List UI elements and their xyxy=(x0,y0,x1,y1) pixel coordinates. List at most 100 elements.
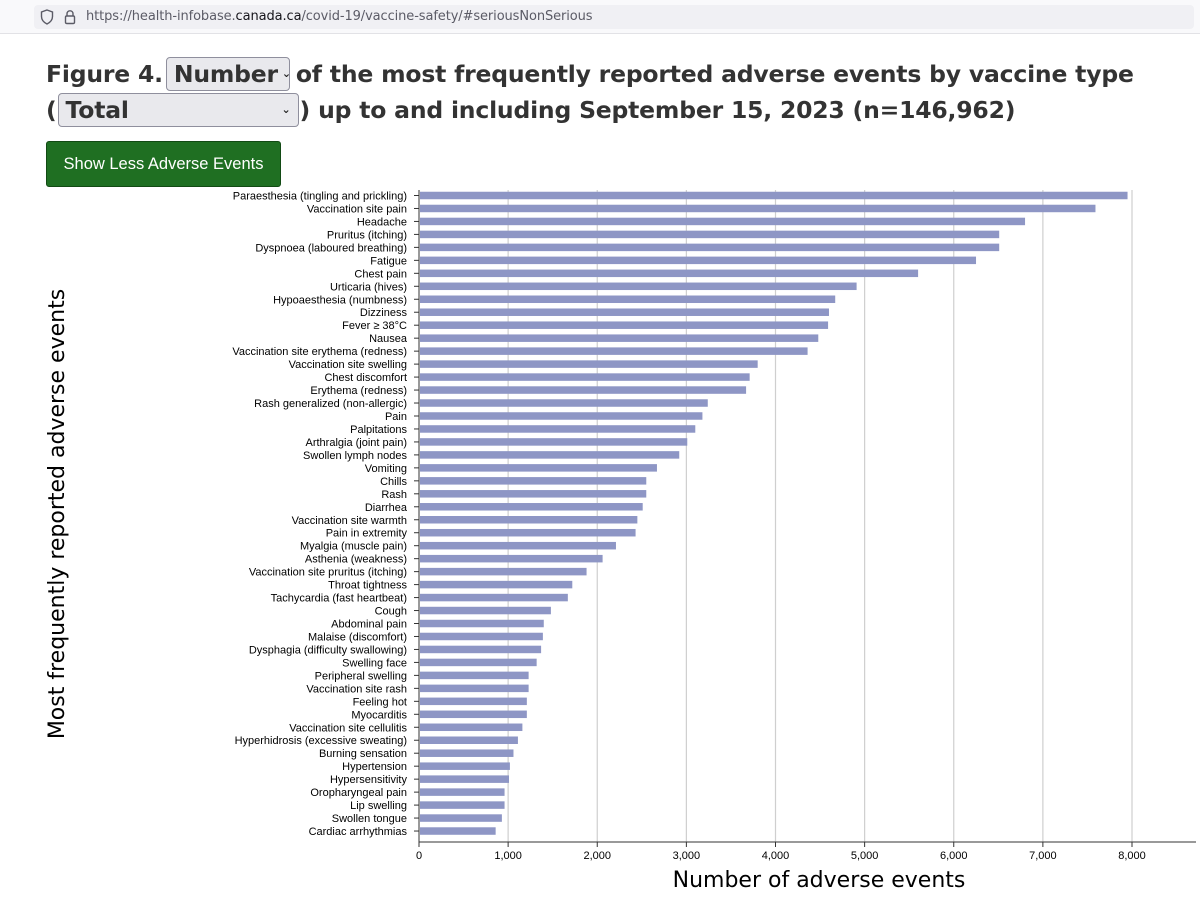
bar[interactable] xyxy=(420,360,758,368)
bar[interactable] xyxy=(420,503,643,511)
bar[interactable] xyxy=(420,749,514,757)
bar[interactable] xyxy=(420,191,1128,200)
bar[interactable] xyxy=(420,295,836,304)
category-label: Chest pain xyxy=(354,268,407,280)
bar[interactable] xyxy=(420,347,808,355)
x-tick-label: 3,000 xyxy=(673,850,701,862)
bar[interactable] xyxy=(420,204,1096,213)
category-label: Hypoaesthesia (numbness) xyxy=(273,294,407,306)
category-label: Vaccination site warmth xyxy=(292,515,407,527)
bar[interactable] xyxy=(420,386,747,394)
bar[interactable] xyxy=(420,801,505,809)
bar[interactable] xyxy=(420,567,587,576)
bar[interactable] xyxy=(420,464,657,472)
bar[interactable] xyxy=(420,516,638,524)
category-label: Hypersensitivity xyxy=(330,774,408,786)
chart-category-labels: Paraesthesia (tingling and prickling)Vac… xyxy=(232,191,408,839)
bar[interactable] xyxy=(420,658,537,667)
x-tick-label: 5,000 xyxy=(851,850,879,862)
bar[interactable] xyxy=(420,723,523,732)
bar[interactable] xyxy=(420,619,544,628)
bar[interactable] xyxy=(420,554,603,563)
bar[interactable] xyxy=(420,684,529,693)
category-label: Headache xyxy=(357,216,407,228)
bar[interactable] xyxy=(420,710,527,719)
y-axis-title: Most frequently reported adverse events xyxy=(45,289,70,739)
bar[interactable] xyxy=(420,814,502,822)
bar[interactable] xyxy=(420,606,551,615)
category-label: Pain xyxy=(385,411,407,423)
bar[interactable] xyxy=(420,697,527,706)
vaccine-type-select-value: Total xyxy=(65,96,129,124)
category-label: Abdominal pain xyxy=(331,619,407,631)
bar[interactable] xyxy=(420,321,829,329)
bar[interactable] xyxy=(420,477,647,485)
category-label: Vaccination site cellulitis xyxy=(289,722,407,734)
category-label: Diarrhea xyxy=(365,502,408,514)
bar[interactable] xyxy=(420,671,529,680)
bar[interactable] xyxy=(420,438,688,446)
bar[interactable] xyxy=(420,425,696,433)
bar[interactable] xyxy=(420,632,543,641)
category-label: Rash xyxy=(381,489,407,501)
bar[interactable] xyxy=(420,645,542,654)
x-tick-label: 4,000 xyxy=(762,850,790,862)
x-tick-label: 2,000 xyxy=(583,850,611,862)
bar[interactable] xyxy=(420,373,750,381)
category-label: Vomiting xyxy=(365,463,407,475)
category-label: Burning sensation xyxy=(319,748,407,760)
show-less-adverse-events-button[interactable]: Show Less Adverse Events xyxy=(46,141,281,187)
category-label: Chest discomfort xyxy=(324,372,407,384)
bar[interactable] xyxy=(420,762,510,770)
bar[interactable] xyxy=(420,775,510,783)
category-label: Arthralgia (joint pain) xyxy=(306,437,408,449)
url-field[interactable] xyxy=(34,5,1194,29)
category-label: Vaccination site pruritus (itching) xyxy=(249,567,407,579)
x-tick-label: 0 xyxy=(416,850,422,862)
measure-select[interactable]: Number ⌄ xyxy=(165,57,291,91)
category-label: Nausea xyxy=(369,333,408,345)
bar[interactable] xyxy=(420,541,616,550)
bar[interactable] xyxy=(420,217,1026,226)
bar[interactable] xyxy=(420,412,703,420)
shield-icon[interactable] xyxy=(40,9,54,25)
bar[interactable] xyxy=(420,827,496,835)
bar[interactable] xyxy=(420,243,1000,252)
chart-axes: 0 1,000 2,000 3,000 4,000 5,000 6,000 7,000 8,00… xyxy=(414,190,1196,862)
category-label: Erythema (redness) xyxy=(310,385,407,397)
bar[interactable] xyxy=(420,490,647,498)
bar[interactable] xyxy=(420,334,819,342)
category-label: Rash generalized (non-allergic) xyxy=(254,398,407,410)
category-label: Palpitations xyxy=(350,424,407,436)
category-label: Cardiac arrhythmias xyxy=(309,826,408,838)
bar[interactable] xyxy=(420,593,568,602)
category-label: Chills xyxy=(380,476,407,488)
category-label: Swelling face xyxy=(342,657,407,669)
figure-label: Figure 4. xyxy=(46,60,163,88)
category-label: Vaccination site rash xyxy=(306,683,407,695)
bar[interactable] xyxy=(420,230,1000,239)
lock-icon[interactable] xyxy=(63,9,77,25)
category-label: Cough xyxy=(375,606,407,618)
category-label: Asthenia (weakness) xyxy=(305,554,407,566)
title-open-paren: ( xyxy=(46,96,57,124)
bar[interactable] xyxy=(420,282,857,291)
bar[interactable] xyxy=(420,308,829,316)
bar[interactable] xyxy=(420,399,708,407)
title-suffix-text: ) up to and including September 15, 2023… xyxy=(299,96,1016,124)
category-label: Pruritus (itching) xyxy=(327,229,407,241)
category-label: Feeling hot xyxy=(353,696,407,708)
url-text[interactable]: https://health-infobase.canada.ca/covid-… xyxy=(86,9,593,24)
bar[interactable] xyxy=(420,451,680,459)
category-label: Oropharyngeal pain xyxy=(310,787,407,799)
bar[interactable] xyxy=(420,528,636,537)
bar[interactable] xyxy=(420,269,919,278)
vaccine-type-select[interactable]: Total ⌄ xyxy=(57,93,299,127)
category-label: Fever ≥ 38°C xyxy=(342,320,407,332)
category-label: Hyperhidrosis (excessive sweating) xyxy=(235,735,407,747)
bar[interactable] xyxy=(420,256,977,265)
bar[interactable] xyxy=(420,580,573,589)
bar[interactable] xyxy=(420,788,505,796)
bar[interactable] xyxy=(420,736,518,744)
